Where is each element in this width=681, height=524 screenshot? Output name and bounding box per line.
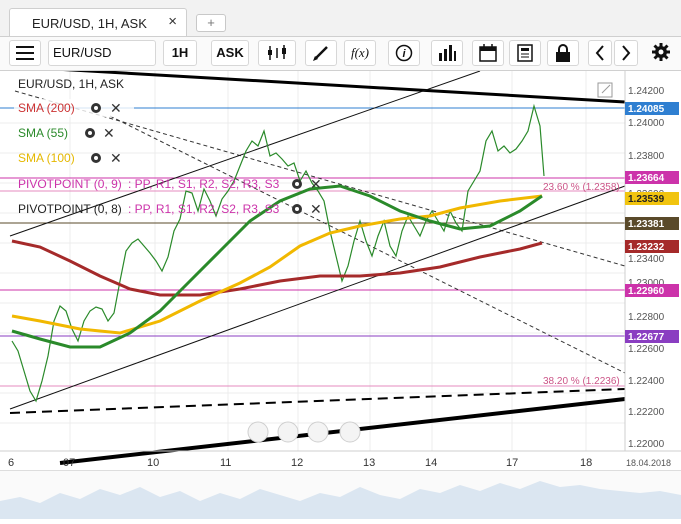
scroll-left-button[interactable] (588, 40, 612, 66)
svg-text:i: i (402, 48, 406, 60)
svg-text:13: 13 (363, 457, 375, 469)
indicator-label-pivot9: PIVOTPOINT (0, 9) (18, 177, 122, 191)
indicator-remove-icon[interactable]: ✕ (310, 201, 322, 217)
chart-title: EUR/USD, 1H, ASK (18, 77, 124, 91)
svg-text:1.22600: 1.22600 (628, 344, 665, 355)
svg-text:6: 6 (8, 457, 14, 469)
price-type-button[interactable]: ASK (211, 40, 249, 66)
svg-text:1.23800: 1.23800 (628, 151, 665, 162)
svg-text:17: 17 (506, 457, 518, 469)
timeframe-button[interactable]: 1H (163, 40, 197, 66)
close-tab-icon[interactable]: × (168, 13, 177, 30)
svg-text:1.23539: 1.23539 (628, 194, 665, 205)
svg-text:1.23232: 1.23232 (628, 242, 665, 253)
svg-text:1.23000: 1.23000 (628, 278, 665, 289)
fib-label-3820: 38.20 % (1.2236) (543, 376, 620, 387)
zoom-out-button[interactable] (277, 421, 299, 443)
svg-text:1.22960: 1.22960 (628, 286, 665, 297)
chart-tab[interactable]: EUR/USD, 1H, ASK × (9, 8, 187, 36)
pivot9-value-list: : PP, R1, S1, R2, S2, R3, S3 (128, 177, 280, 191)
svg-text:14: 14 (425, 457, 437, 469)
svg-text:1.24200: 1.24200 (628, 86, 665, 97)
indicator-label-sma200: SMA (200) (18, 101, 75, 115)
svg-text:12: 12 (291, 457, 303, 469)
indicator-settings-icon[interactable] (292, 204, 302, 214)
indicator-settings-icon[interactable] (91, 153, 101, 163)
indicator-remove-icon[interactable]: ✕ (103, 125, 115, 141)
date-axis: 6 07 10 11 12 13 14 17 18 (8, 457, 592, 469)
chart-area[interactable]: EUR/USD, 1H, ASK SMA (200) ✕ SMA (55) ✕ … (0, 65, 681, 518)
chart-type-button[interactable] (258, 40, 296, 66)
news-button[interactable] (509, 40, 541, 66)
svg-text:1.23381: 1.23381 (628, 219, 665, 230)
indicator-settings-icon[interactable] (292, 179, 302, 189)
current-date-label: 18.04.2018 (626, 458, 671, 468)
svg-text:1.22400: 1.22400 (628, 376, 665, 387)
price-badges: 1.24085 1.23664 1.23539 1.23381 1.23232 … (625, 102, 679, 343)
lock-icon (556, 44, 570, 62)
indicator-label-sma100: SMA (100) (18, 151, 75, 165)
indicator-remove-icon[interactable]: ✕ (110, 150, 122, 166)
settings-button[interactable] (646, 40, 676, 66)
bar-chart-icon (439, 45, 456, 61)
pencil-icon (313, 46, 328, 61)
gear-icon (652, 43, 670, 61)
lock-button[interactable] (547, 40, 579, 66)
indicator-label-pivot8: PIVOTPOINT (0, 8) (18, 202, 122, 216)
svg-text:1.23664: 1.23664 (628, 173, 665, 184)
indicator-label-sma55: SMA (55) (18, 126, 68, 140)
calendar-icon (479, 44, 497, 62)
indicator-settings-icon[interactable] (85, 128, 95, 138)
svg-text:18: 18 (580, 457, 592, 469)
indicator-remove-icon[interactable]: ✕ (310, 176, 322, 192)
zoom-in-button[interactable] (307, 421, 329, 443)
chevron-left-icon (595, 45, 604, 61)
scroll-right-button[interactable] (614, 40, 638, 66)
indicator-settings-icon[interactable] (91, 103, 101, 113)
add-tab-button[interactable]: + (196, 14, 226, 32)
fib-label-2360: 23.60 % (1.2358) (543, 182, 620, 193)
zoom-last-button[interactable] (339, 421, 361, 443)
zoom-controls (247, 421, 361, 443)
chevron-right-icon (622, 45, 631, 61)
zoom-first-button[interactable] (247, 421, 269, 443)
popout-icon[interactable] (597, 82, 613, 98)
svg-text:1.22200: 1.22200 (628, 407, 665, 418)
navigator-preview (0, 481, 681, 519)
price-chart[interactable]: EUR/USD, 1H, ASK SMA (200) ✕ SMA (55) ✕ … (0, 65, 681, 518)
hamburger-icon (16, 46, 34, 60)
pivot8-value-list: : PP, R1, S1, R2, S2, R3, S3 (128, 202, 280, 216)
chart-toolbar: EUR/USD 1H ASK f(x) i (0, 37, 681, 71)
indicators-button[interactable]: f(x) (344, 40, 376, 66)
calendar-button[interactable] (472, 40, 504, 66)
svg-text:11: 11 (220, 457, 231, 469)
volume-button[interactable] (431, 40, 463, 66)
menu-button[interactable] (9, 40, 41, 66)
info-button[interactable]: i (388, 40, 420, 66)
svg-text:1.22677: 1.22677 (628, 332, 665, 343)
navigator-scrollbar[interactable] (0, 470, 681, 519)
indicator-remove-icon[interactable]: ✕ (110, 100, 122, 116)
svg-text:1.22800: 1.22800 (628, 312, 665, 323)
candlestick-icon (268, 45, 286, 60)
info-icon: i (395, 44, 413, 62)
tab-bar: EUR/USD, 1H, ASK × + (0, 0, 681, 37)
svg-text:1.24000: 1.24000 (628, 118, 665, 129)
svg-text:10: 10 (147, 457, 159, 469)
draw-tool-button[interactable] (305, 40, 337, 66)
svg-text:1.24085: 1.24085 (628, 104, 665, 115)
svg-text:07: 07 (63, 457, 75, 469)
svg-text:1.22000: 1.22000 (628, 439, 665, 450)
chart-tab-label: EUR/USD, 1H, ASK (32, 16, 147, 31)
svg-text:1.23400: 1.23400 (628, 254, 665, 265)
indicator-legend: SMA (200) ✕ SMA (55) ✕ SMA (100) ✕ PIVOT… (14, 99, 322, 217)
symbol-input[interactable]: EUR/USD (48, 40, 156, 66)
document-icon (517, 44, 533, 62)
